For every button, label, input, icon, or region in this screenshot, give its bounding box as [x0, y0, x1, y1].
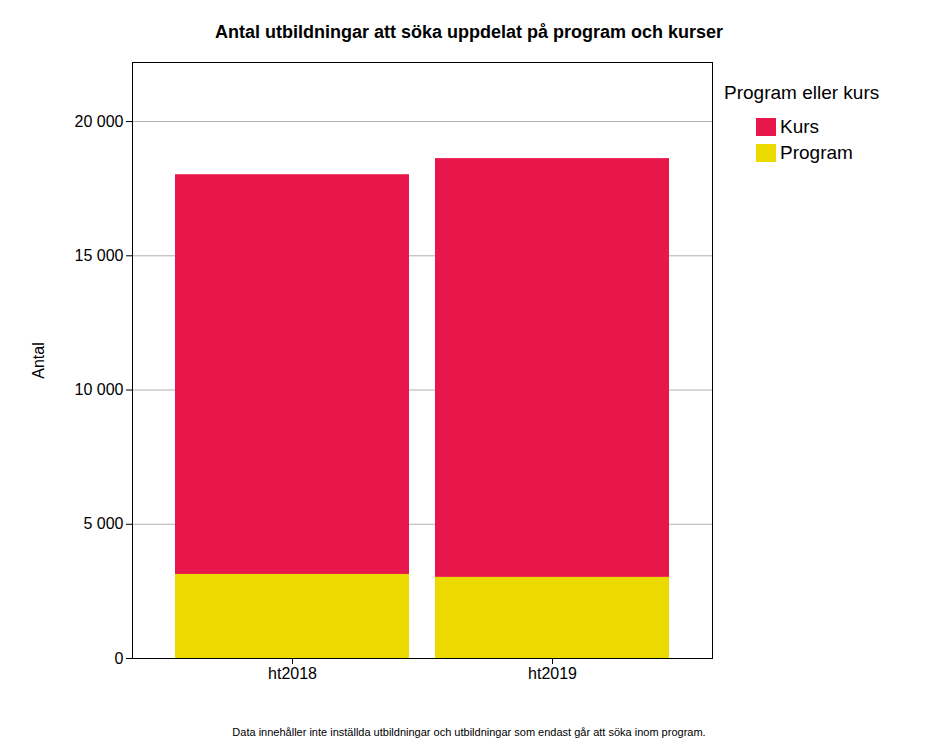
- html-text:Kurs: Kurs: [780, 116, 820, 137]
- svg-text:Antal: Antal: [30, 342, 47, 378]
- svg-text:ht2018: ht2018: [268, 665, 317, 682]
- svg-text:ht2019: ht2019: [528, 665, 577, 682]
- svg-text:5 000: 5 000: [83, 515, 123, 532]
- svg-text:20 000: 20 000: [75, 113, 124, 130]
- html-text:Antal utbildningar att söka up: Antal utbildningar att söka uppdelat på …: [215, 22, 723, 42]
- svg-text:10 000: 10 000: [75, 381, 124, 398]
- html-text:Data innehåller inte inställda: Data innehåller inte inställda utbildnin…: [232, 726, 706, 738]
- html-text:Program: Program: [780, 142, 853, 163]
- svg-text:0: 0: [115, 650, 124, 667]
- svg-text:15 000: 15 000: [75, 247, 124, 264]
- html-text:Program eller kurs: Program eller kurs: [724, 82, 880, 103]
